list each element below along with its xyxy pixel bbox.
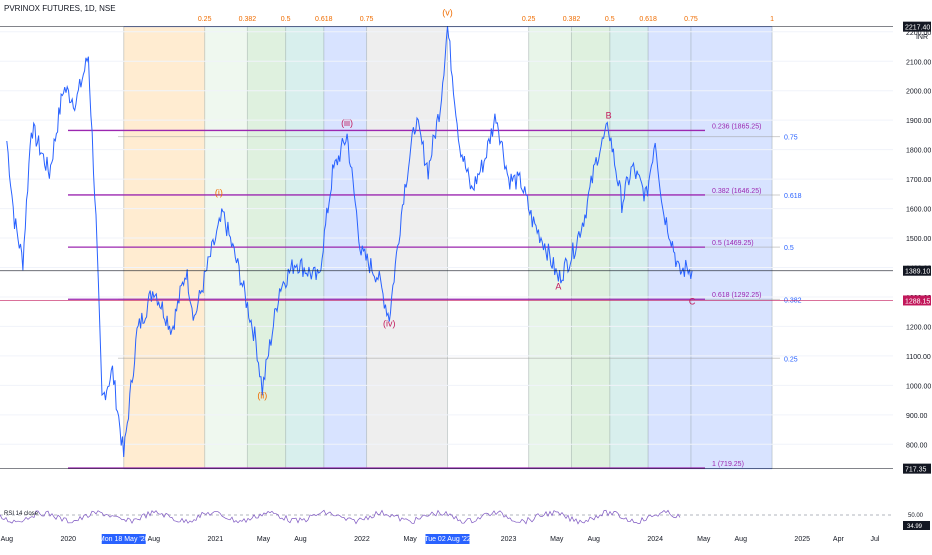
wave-label: A [555, 282, 561, 292]
fib-time-zone-label: 0.618 [315, 16, 333, 23]
fib-time-zone-label: 0.5 [605, 16, 615, 23]
rsi-label: RSI 14 close [4, 511, 39, 517]
fib-time-zone-label: 0.75 [360, 16, 374, 23]
currency-label: INR [915, 34, 928, 41]
fib-retracement-label: 0.236 (1865.25) [712, 123, 761, 130]
price-series [6, 26, 693, 458]
wave-label: (v) [442, 8, 453, 18]
price-badge [903, 21, 931, 32]
fib-time-zone-label: 0.382 [563, 16, 581, 23]
y-tick-label: 800.00 [906, 442, 928, 449]
fib-time-zone-label: 0.382 [239, 16, 257, 23]
x-tick-highlight [425, 534, 470, 544]
price-badge-label: 1288.15 [905, 298, 930, 305]
fib-time-zone-label: 0.5 [281, 16, 291, 23]
price-badge-label: 717.35 [905, 467, 927, 474]
wave-labels: (i) (ii) (iii) (iv) (v) A B C [215, 8, 696, 401]
x-tick-label: Aug [735, 536, 748, 543]
y-tick-label: 1500.00 [906, 236, 931, 243]
fib-hline-label: 0.5 [784, 245, 794, 252]
chart-title: PVRINOX FUTURES, 1D, NSE [4, 4, 116, 13]
wave-label: (iv) [383, 318, 396, 328]
x-tick-label: Apr [833, 536, 845, 543]
fib-hline-label: 0.25 [784, 356, 798, 363]
x-tick-label: Aug [1, 536, 14, 543]
y-tick-label: 1700.00 [906, 177, 931, 184]
x-tick-label: Tue 02 Aug '22 [424, 536, 471, 543]
fib-retracement-label: 0.5 (1469.25) [712, 240, 754, 247]
x-tick-label: May [404, 536, 418, 543]
fib-time-zone-label: 0.75 [684, 16, 698, 23]
fib-time-zone-label: 0.618 [639, 16, 657, 23]
wave-label: (ii) [257, 391, 267, 401]
wave-label: C [689, 296, 696, 306]
x-tick-label: 2025 [794, 536, 810, 543]
x-tick-label: 2023 [501, 536, 517, 543]
x-tick-label: Mon 18 May '20 [99, 536, 149, 543]
rsi-panel: RSI 14 close 50.00 34.99 [0, 509, 930, 530]
x-tick-label: May [257, 536, 271, 543]
y-tick-label: 900.00 [906, 413, 928, 420]
y-tick-label: 2000.00 [906, 89, 931, 96]
y-tick-label: 1600.00 [906, 207, 931, 214]
x-tick-label: Aug [587, 536, 600, 543]
y-tick-label: 2200.00 [906, 30, 931, 37]
rsi-line [0, 509, 681, 525]
price-badge-label: 2217.40 [905, 25, 930, 32]
price-badge [903, 463, 931, 474]
fib-time-zone-label: 0.25 [198, 16, 212, 23]
y-tick-label: 1100.00 [906, 354, 931, 361]
y-tick-label: 2100.00 [906, 59, 931, 66]
fib-retracement-label: 1 (719.25) [712, 461, 744, 468]
price-badge [903, 295, 931, 306]
fib-time-zone-label: 0.25 [522, 16, 536, 23]
grid [0, 31, 893, 445]
y-tick-label: 1900.00 [906, 118, 931, 125]
fib-retracement-label: 0.382 (1646.25) [712, 188, 761, 195]
x-tick-highlight [101, 534, 146, 544]
fib-retracement-label: 0.618 (1292.25) [712, 292, 761, 299]
y-tick-label: 1200.00 [906, 324, 931, 331]
rsi-value-label: 34.99 [907, 524, 923, 530]
x-tick-label: Aug [294, 536, 307, 543]
fib-time-zone-label: 1 [770, 16, 774, 23]
price-line [6, 26, 693, 458]
x-tick-label: Aug [148, 536, 161, 543]
x-tick-label: May [697, 536, 711, 543]
axes: 800.00900.001000.001100.001200.001300.00… [0, 21, 931, 544]
price-badge [903, 265, 931, 276]
y-tick-label: 1800.00 [906, 148, 931, 155]
x-tick-label: 2020 [61, 536, 77, 543]
wave-label: (iii) [341, 118, 353, 128]
x-tick-label: May [550, 536, 564, 543]
rsi-value-badge [903, 521, 930, 530]
fib-hline-label: 0.618 [784, 193, 802, 200]
rsi-level-label: 50.00 [908, 513, 924, 519]
wave-label: B [606, 111, 612, 121]
x-tick-label: 2024 [647, 536, 663, 543]
wave-label: (i) [215, 187, 223, 197]
x-tick-label: 2022 [354, 536, 370, 543]
y-tick-label: 1000.00 [906, 383, 931, 390]
price-badge-label: 1389.10 [905, 269, 930, 276]
x-tick-label: 2021 [208, 536, 224, 543]
fib-hline-label: 0.75 [784, 135, 798, 142]
x-tick-label: Jul [870, 536, 879, 543]
